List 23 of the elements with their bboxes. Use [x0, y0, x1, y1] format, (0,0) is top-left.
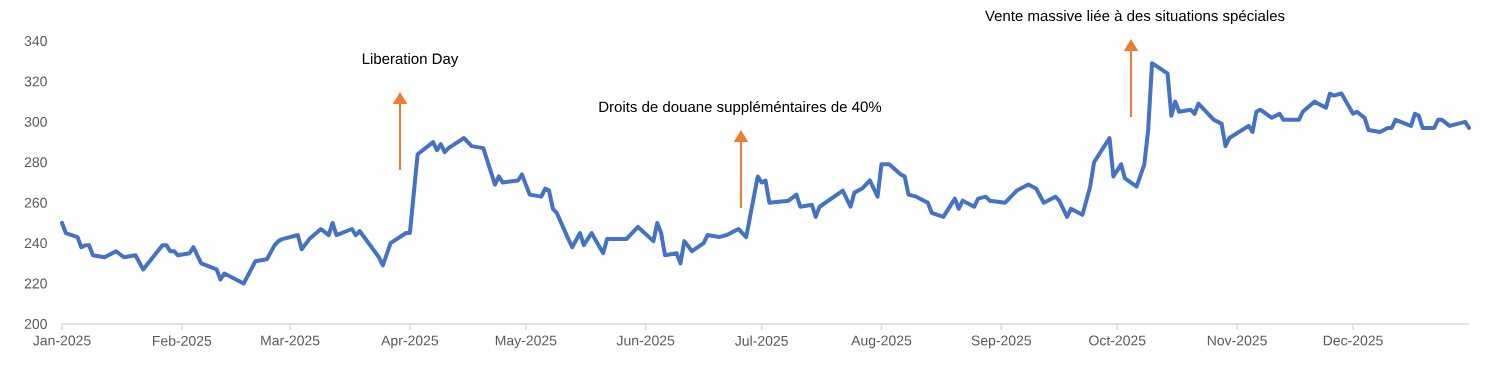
x-tick-label: Aug-2025 [851, 335, 912, 349]
x-tick-label: Jul-2025 [735, 335, 788, 346]
x-tick-label: Mar-2025 [261, 335, 320, 346]
x-tick-label: Jan-2025 [33, 335, 91, 346]
annotation: Droits de douane suppléméntaires de 40% [599, 100, 882, 116]
annotation: Liberation Day [362, 53, 459, 67]
x-tick-label: Nov-2025 [1207, 335, 1267, 346]
y-tick-label: 220 [24, 278, 47, 289]
x-tick-label: May-2025 [495, 335, 557, 349]
y-tick-label: 300 [24, 116, 47, 127]
y-tick-label: 340 [24, 36, 47, 46]
y-tick-label: 200 [24, 319, 47, 329]
x-tick-label: Sep-2025 [971, 335, 1032, 349]
x-tick-label: Jun-2025 [616, 335, 675, 346]
x-tick-label: Apr-2025 [381, 335, 439, 349]
y-tick-label: 240 [24, 238, 47, 249]
y-tick-label: 280 [24, 157, 47, 168]
x-tick-label: Oct-2025 [1089, 335, 1146, 346]
x-tick-label: Dec-2025 [1323, 335, 1383, 346]
y-tick-label: 260 [24, 197, 47, 208]
x-tick-label: Feb-2025 [153, 335, 212, 346]
y-tick-label: 320 [24, 76, 47, 87]
text: Vente massive liée à des situations spéciales [984, 9, 1285, 25]
